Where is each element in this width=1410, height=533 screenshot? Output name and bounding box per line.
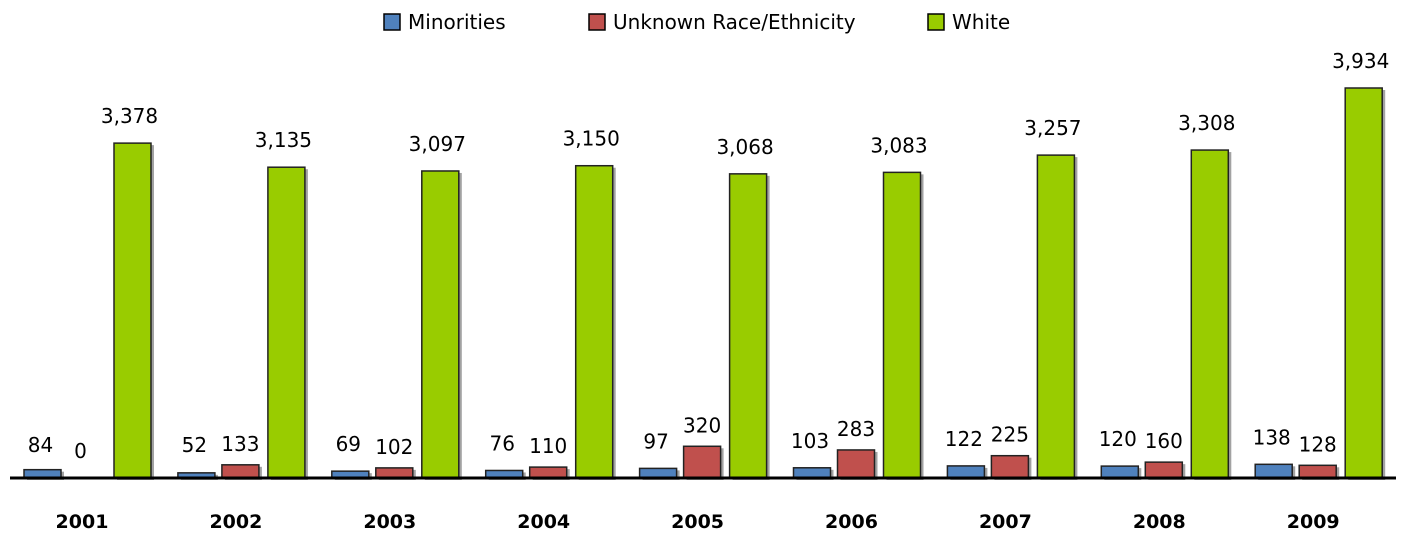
- data-label-minorities-2007: 122: [945, 427, 983, 451]
- bar-unknown-race-ethnicity-2003: [375, 467, 414, 479]
- data-label-white-2004: 3,150: [563, 127, 620, 151]
- category-label-2008: 2008: [1133, 511, 1186, 533]
- data-labels: 84 0 3,378 52 133 3,135 69 102 3,097 76 110 3,150 97…: [28, 49, 1390, 463]
- data-label-minorities-2002: 52: [182, 433, 207, 457]
- bar-minorities-2006: [792, 467, 832, 479]
- data-label-unknown-race-ethnicity-2002: 133: [221, 432, 259, 456]
- category-label-2001: 2001: [56, 511, 109, 533]
- bar-white-2001: [113, 142, 152, 479]
- category-label-2007: 2007: [979, 511, 1032, 533]
- bar-unknown-race-ethnicity-2004: [528, 466, 568, 479]
- legend-label-unknown-race-ethnicity: Unknown Race/Ethnicity: [613, 10, 856, 34]
- data-label-white-2008: 3,308: [1178, 111, 1235, 135]
- bar-minorities-2007: [946, 465, 986, 479]
- bar-unknown-race-ethnicity-2006: [836, 449, 876, 479]
- bar-white-2004: [574, 164, 614, 479]
- category-label-2003: 2003: [363, 511, 416, 533]
- data-label-minorities-2004: 76: [489, 431, 514, 455]
- data-label-minorities-2009: 138: [1253, 425, 1291, 449]
- bar-minorities-2008: [1100, 465, 1140, 479]
- data-label-minorities-2001: 84: [28, 433, 53, 457]
- bar-white-2006: [882, 171, 922, 479]
- legend-swatch-unknown-race-ethnicity: [588, 13, 606, 31]
- data-label-unknown-race-ethnicity-2008: 160: [1145, 429, 1183, 453]
- data-label-unknown-race-ethnicity-2004: 110: [529, 434, 567, 458]
- legend-label-minorities: Minorities: [408, 10, 506, 34]
- data-label-white-2006: 3,083: [870, 133, 927, 157]
- bar-unknown-race-ethnicity-2008: [1144, 461, 1184, 479]
- legend-label-white: White: [952, 10, 1010, 34]
- data-label-white-2007: 3,257: [1024, 116, 1081, 140]
- bar-white-2005: [728, 173, 768, 479]
- category-label-2004: 2004: [517, 511, 570, 533]
- category-axis-labels: 2001 2002 2003 2004 2005 2006 2007 2008 2009: [56, 511, 1340, 533]
- data-label-white-2009: 3,934: [1332, 49, 1389, 73]
- category-label-2009: 2009: [1287, 511, 1340, 533]
- data-label-unknown-race-ethnicity-2006: 283: [837, 417, 875, 441]
- data-label-unknown-race-ethnicity-2005: 320: [683, 413, 721, 437]
- data-label-white-2001: 3,378: [101, 104, 158, 128]
- category-label-2006: 2006: [825, 511, 878, 533]
- bar-white-2009: [1344, 87, 1383, 479]
- bar-unknown-race-ethnicity-2009: [1298, 464, 1337, 479]
- category-label-2005: 2005: [671, 511, 724, 533]
- data-label-minorities-2005: 97: [643, 429, 668, 453]
- data-label-unknown-race-ethnicity-2003: 102: [375, 435, 413, 459]
- data-label-minorities-2006: 103: [791, 429, 829, 453]
- legend-swatch-white: [927, 13, 945, 31]
- bar-white-2007: [1036, 154, 1076, 479]
- bar-unknown-race-ethnicity-2005: [682, 445, 722, 479]
- category-label-2002: 2002: [209, 511, 262, 533]
- bars: [23, 87, 1386, 481]
- data-label-minorities-2003: 69: [336, 432, 361, 456]
- bar-white-2003: [421, 170, 460, 479]
- data-label-unknown-race-ethnicity-2001: 0: [74, 439, 87, 463]
- data-label-unknown-race-ethnicity-2009: 128: [1299, 432, 1337, 456]
- data-label-white-2005: 3,068: [716, 135, 773, 159]
- bar-white-2002: [267, 166, 306, 479]
- data-label-white-2003: 3,097: [409, 132, 466, 156]
- legend: Minorities Unknown Race/Ethnicity White: [383, 10, 1010, 34]
- bar-unknown-race-ethnicity-2007: [990, 454, 1030, 479]
- data-label-white-2002: 3,135: [255, 128, 312, 152]
- data-label-unknown-race-ethnicity-2007: 225: [991, 423, 1029, 447]
- bar-minorities-2009: [1254, 463, 1293, 479]
- bar-unknown-race-ethnicity-2002: [221, 464, 260, 479]
- legend-swatch-minorities: [383, 13, 401, 31]
- data-label-minorities-2008: 120: [1099, 427, 1137, 451]
- bar-white-2008: [1190, 149, 1230, 479]
